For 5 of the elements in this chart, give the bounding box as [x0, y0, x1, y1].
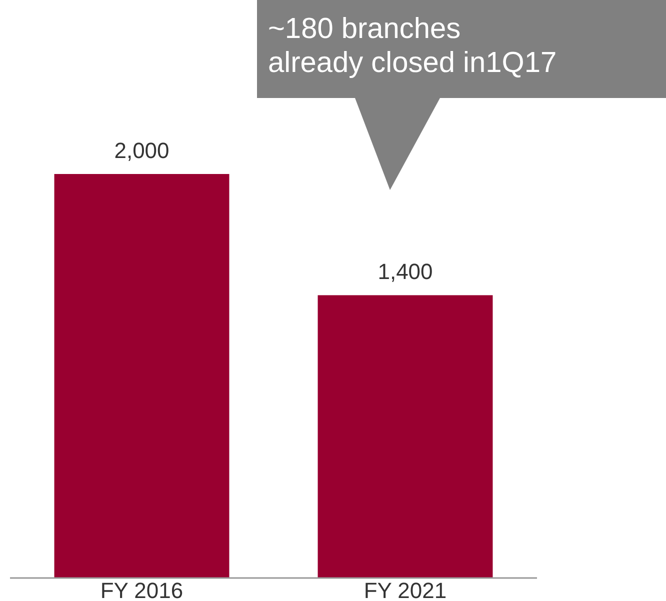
text: ~180 branches already closed in1Q17 — [268, 13, 557, 79]
x-tick-label: FY 2016 — [100, 578, 184, 601]
x-tick-label: FY 2021 — [364, 578, 447, 601]
data-label: 2,000 — [114, 138, 170, 163]
data-label: 1,400 — [378, 259, 433, 284]
